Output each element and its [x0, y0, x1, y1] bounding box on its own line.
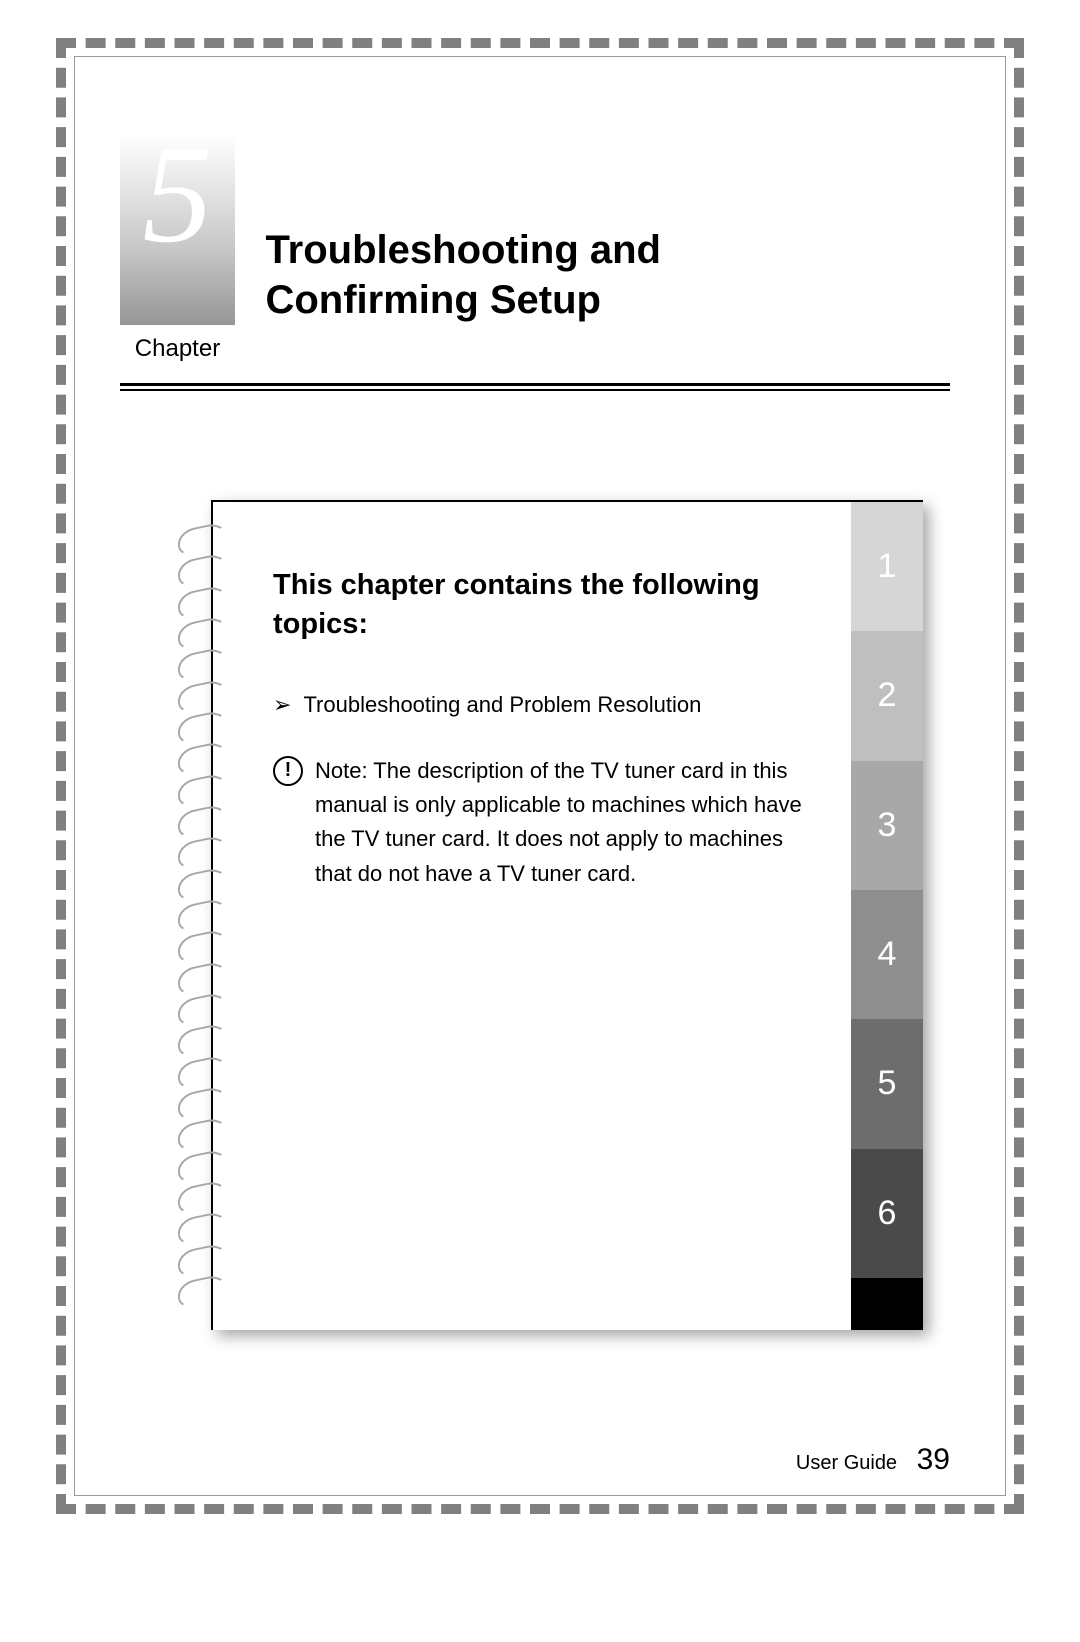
spiral-ring [175, 646, 231, 682]
topic-list: ➢ Troubleshooting and Problem Resolution [273, 692, 815, 718]
side-tab-1[interactable]: 1 [851, 502, 923, 631]
topic-item: ➢ Troubleshooting and Problem Resolution [273, 692, 815, 718]
spiral-ring [175, 678, 231, 714]
side-tab-5[interactable]: 5 [851, 1019, 923, 1148]
header-divider [120, 383, 950, 391]
spiral-ring [175, 552, 231, 588]
note-block: ! Note: The description of the TV tuner … [273, 754, 815, 890]
topic-item-label: Troubleshooting and Problem Resolution [303, 692, 701, 717]
side-tabs: 123456 [851, 502, 923, 1330]
spiral-ring [175, 521, 231, 557]
spiral-ring [175, 1116, 231, 1152]
info-icon: ! [273, 756, 303, 786]
spiral-ring [175, 709, 231, 745]
chapter-title-line1: Troubleshooting and [265, 225, 661, 275]
tabs-tail [851, 1278, 923, 1330]
side-tab-3[interactable]: 3 [851, 761, 923, 890]
side-tab-2[interactable]: 2 [851, 631, 923, 760]
spiral-ring [175, 991, 231, 1027]
footer: User Guide 39 [796, 1443, 950, 1477]
paper-content: This chapter contains the following topi… [213, 502, 851, 1330]
spiral-ring [175, 584, 231, 620]
spiral-ring [175, 1210, 231, 1246]
footer-label: User Guide [796, 1452, 897, 1474]
bullet-arrow-icon: ➢ [273, 692, 291, 717]
chapter-badge: 5 Chapter [120, 135, 235, 325]
spiral-ring [175, 1179, 231, 1215]
spiral-binding [173, 526, 233, 1304]
spiral-ring [175, 1241, 231, 1277]
notebook-paper: 123456 This chapter contains the followi… [211, 500, 923, 1330]
page-number: 39 [917, 1443, 950, 1476]
page: 5 Chapter Troubleshooting and Confirming… [0, 0, 1080, 1642]
spiral-ring [175, 1147, 231, 1183]
side-tab-4[interactable]: 4 [851, 890, 923, 1019]
chapter-number: 5 [120, 125, 235, 265]
spiral-ring [175, 740, 231, 776]
spiral-ring [175, 897, 231, 933]
spiral-ring [175, 928, 231, 964]
chapter-title-line2: Confirming Setup [265, 275, 661, 325]
spiral-ring [175, 865, 231, 901]
notebook: 123456 This chapter contains the followi… [173, 500, 923, 1330]
spiral-ring [175, 772, 231, 808]
chapter-title: Troubleshooting and Confirming Setup [265, 225, 661, 325]
spiral-ring [175, 1053, 231, 1089]
spiral-ring [175, 1273, 231, 1309]
spiral-ring [175, 959, 231, 995]
topics-heading: This chapter contains the following topi… [273, 566, 815, 644]
spiral-ring [175, 615, 231, 651]
spiral-ring [175, 834, 231, 870]
side-tab-6[interactable]: 6 [851, 1149, 923, 1278]
spiral-ring [175, 803, 231, 839]
chapter-header: 5 Chapter Troubleshooting and Confirming… [120, 135, 950, 325]
spiral-ring [175, 1085, 231, 1121]
note-text: Note: The description of the TV tuner ca… [315, 754, 815, 890]
chapter-label: Chapter [135, 335, 220, 362]
spiral-ring [175, 1022, 231, 1058]
